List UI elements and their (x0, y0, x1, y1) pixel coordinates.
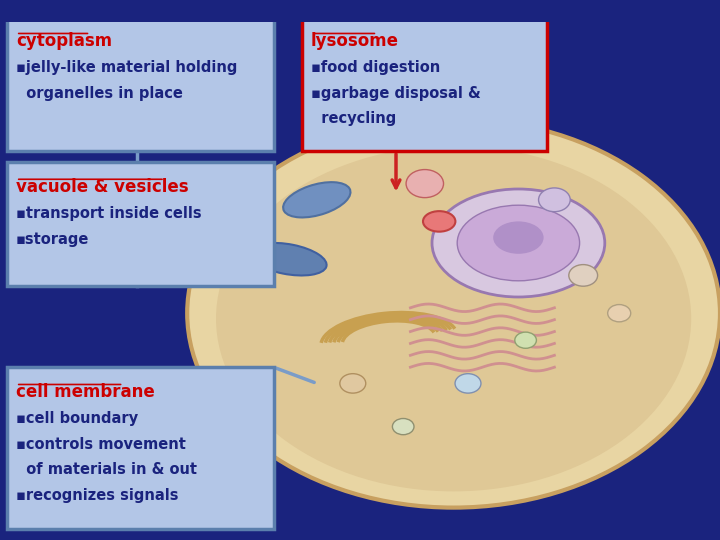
Ellipse shape (432, 189, 605, 297)
Text: cytoplasm: cytoplasm (16, 32, 112, 50)
Text: recycling: recycling (311, 111, 396, 126)
Circle shape (539, 188, 570, 212)
Text: vacuole & vesicles: vacuole & vesicles (16, 178, 189, 196)
Circle shape (569, 265, 598, 286)
Ellipse shape (493, 221, 544, 254)
Text: of materials in & out: of materials in & out (16, 462, 197, 477)
Text: ▪garbage disposal &: ▪garbage disposal & (311, 86, 481, 101)
Circle shape (340, 374, 366, 393)
Text: ▪cell boundary: ▪cell boundary (16, 411, 138, 427)
Ellipse shape (187, 119, 720, 508)
FancyBboxPatch shape (7, 162, 274, 286)
FancyBboxPatch shape (7, 16, 274, 151)
Ellipse shape (216, 146, 691, 491)
Circle shape (455, 374, 481, 393)
FancyBboxPatch shape (7, 367, 274, 529)
Text: ▪jelly-like material holding: ▪jelly-like material holding (16, 60, 237, 76)
Ellipse shape (423, 211, 455, 232)
Bar (0, 0, 720, 22)
Text: ▪storage: ▪storage (16, 232, 89, 247)
Text: ▪controls movement: ▪controls movement (16, 437, 186, 452)
FancyBboxPatch shape (302, 16, 547, 151)
Circle shape (515, 332, 536, 348)
Text: ▪recognizes signals: ▪recognizes signals (16, 488, 179, 503)
Ellipse shape (457, 205, 580, 281)
Text: lysosome: lysosome (311, 32, 399, 50)
Circle shape (392, 418, 414, 435)
Circle shape (406, 170, 444, 198)
Circle shape (608, 305, 631, 322)
Text: organelles in place: organelles in place (16, 86, 183, 101)
Ellipse shape (283, 182, 351, 218)
Text: ▪transport inside cells: ▪transport inside cells (16, 206, 202, 221)
Text: ▪food digestion: ▪food digestion (311, 60, 441, 76)
Text: cell membrane: cell membrane (16, 383, 155, 401)
Ellipse shape (249, 243, 327, 275)
